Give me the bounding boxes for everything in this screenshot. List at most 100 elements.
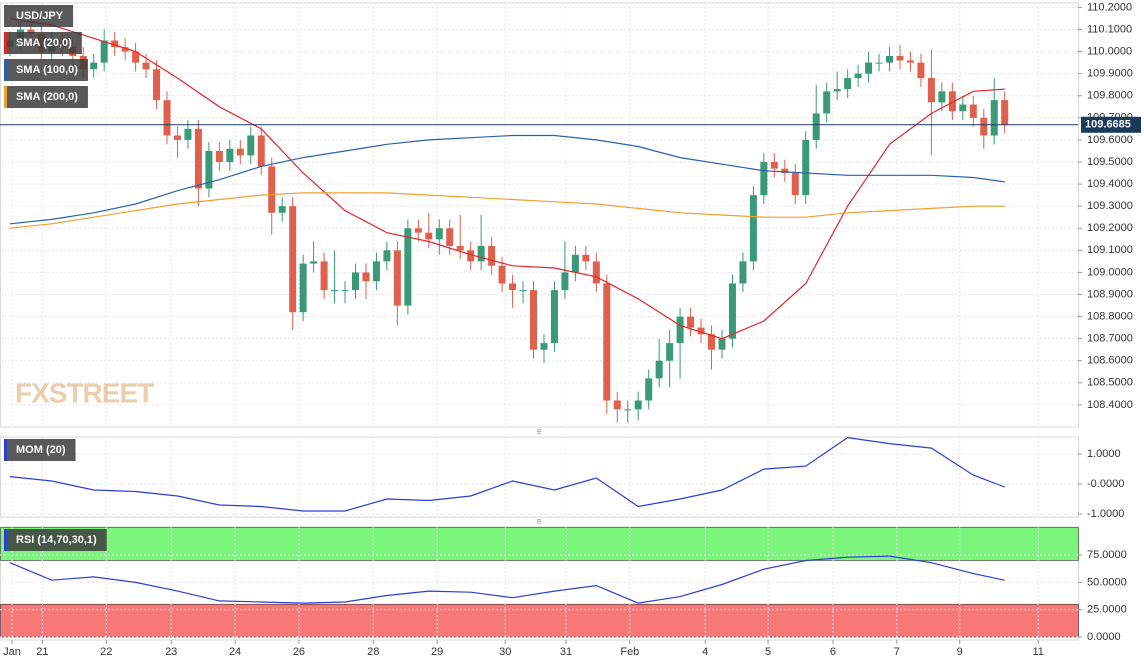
candle-body xyxy=(561,272,569,291)
legend-label: SMA (20,0) xyxy=(16,37,72,49)
candle-body xyxy=(708,334,716,350)
candle-body xyxy=(687,316,695,328)
legend-label: MOM (20) xyxy=(16,444,66,456)
x-tick-label: 22 xyxy=(100,646,112,658)
candle-body xyxy=(812,113,820,140)
x-tick-label: Feb xyxy=(620,646,639,658)
y-tick-label: 0.0000 xyxy=(1087,631,1121,643)
y-tick-label: 108.8000 xyxy=(1087,310,1133,322)
x-tick-label: 31 xyxy=(560,646,572,658)
y-tick-label: 109.4000 xyxy=(1087,178,1133,190)
panel xyxy=(0,436,1079,518)
candle-body xyxy=(823,91,831,114)
legend-label: SMA (200,0) xyxy=(16,91,78,103)
y-tick-label: 109.3000 xyxy=(1087,200,1133,212)
candle-body xyxy=(896,56,904,61)
candle-body xyxy=(414,228,422,233)
legend-item: SMA (200,0) xyxy=(4,86,88,108)
candle-body xyxy=(194,128,202,189)
candle-body xyxy=(530,290,538,350)
candle-body xyxy=(226,148,234,162)
legend-swatch xyxy=(4,529,7,551)
legend-box xyxy=(4,5,74,27)
candle-body xyxy=(132,51,140,63)
x-tick-label: 26 xyxy=(293,646,305,658)
candle-body xyxy=(90,62,98,70)
candle-body xyxy=(299,263,307,313)
candle-body xyxy=(749,195,757,262)
candle-body xyxy=(550,290,558,344)
candle-body xyxy=(655,360,663,379)
band xyxy=(0,527,1079,561)
y-tick-label: 109.5000 xyxy=(1087,156,1133,168)
candle-body xyxy=(111,40,119,48)
candle-body xyxy=(121,47,129,52)
y-tick-label: 109.1000 xyxy=(1087,244,1133,256)
legend-box xyxy=(4,86,88,108)
candle-body xyxy=(509,283,517,291)
candle-body xyxy=(278,206,286,213)
candle-body xyxy=(613,400,621,410)
y-tick-label: 75.0000 xyxy=(1087,549,1127,561)
candle-body xyxy=(498,265,506,284)
candle-body xyxy=(728,283,736,339)
candle-body xyxy=(351,272,359,291)
candle-body xyxy=(435,228,443,240)
y-tick-label: 1.0000 xyxy=(1087,448,1121,460)
splitter[interactable]: ≡ xyxy=(536,426,541,436)
candle-body xyxy=(875,62,883,64)
y-tick-label: 50.0000 xyxy=(1087,576,1127,588)
candle-body xyxy=(163,100,171,136)
candle-body xyxy=(393,250,401,306)
legend-label: RSI (14,70,30,1) xyxy=(16,534,97,546)
candle-body xyxy=(488,245,496,266)
candle-body xyxy=(540,343,548,350)
candle-body xyxy=(833,89,841,92)
legend-box xyxy=(4,529,107,551)
x-tick-label: 24 xyxy=(229,646,241,658)
candle-body xyxy=(372,261,380,282)
candle-body xyxy=(257,135,265,167)
candle-body xyxy=(153,69,161,101)
y-tick-label: 109.2000 xyxy=(1087,222,1133,234)
candle-body xyxy=(236,148,244,156)
series-line xyxy=(9,17,1005,340)
splitter[interactable]: ≡ xyxy=(536,516,541,526)
candle-body xyxy=(446,228,454,246)
legend-box xyxy=(4,32,82,54)
last-price-box xyxy=(1081,116,1141,133)
candle-body xyxy=(27,29,35,34)
candle-body xyxy=(341,290,349,292)
candle-body xyxy=(173,135,181,140)
candle-body xyxy=(215,150,223,162)
candle-body xyxy=(917,62,925,79)
candle-body xyxy=(205,150,213,189)
candle-body xyxy=(739,261,747,284)
candle-body xyxy=(802,139,810,196)
legend-box xyxy=(4,59,88,81)
y-tick-label: 25.0000 xyxy=(1087,604,1127,616)
candle-body xyxy=(592,261,600,284)
candle-body xyxy=(456,245,464,251)
legend-label: USD/JPY xyxy=(16,10,64,22)
candle-body xyxy=(362,272,370,282)
candle-body xyxy=(645,378,653,401)
y-tick-label: 108.5000 xyxy=(1087,377,1133,389)
y-tick-label: 108.7000 xyxy=(1087,333,1133,345)
x-tick-label: 4 xyxy=(702,646,708,658)
y-tick-label: 109.6000 xyxy=(1087,134,1133,146)
legend-item: RSI (14,70,30,1) xyxy=(4,529,107,551)
candle-body xyxy=(519,290,527,292)
x-tick-label: Jan xyxy=(3,646,21,658)
series-line xyxy=(9,436,1005,512)
y-tick-label: -0.0000 xyxy=(1087,478,1124,490)
y-tick-label: 108.9000 xyxy=(1087,288,1133,300)
y-tick-label: -1.0000 xyxy=(1087,508,1124,520)
x-tick-label: 5 xyxy=(765,646,771,658)
y-tick-label: 109.9000 xyxy=(1087,68,1133,80)
candle-body xyxy=(676,316,684,344)
x-tick-label: 21 xyxy=(36,646,48,658)
candle-body xyxy=(320,261,328,291)
